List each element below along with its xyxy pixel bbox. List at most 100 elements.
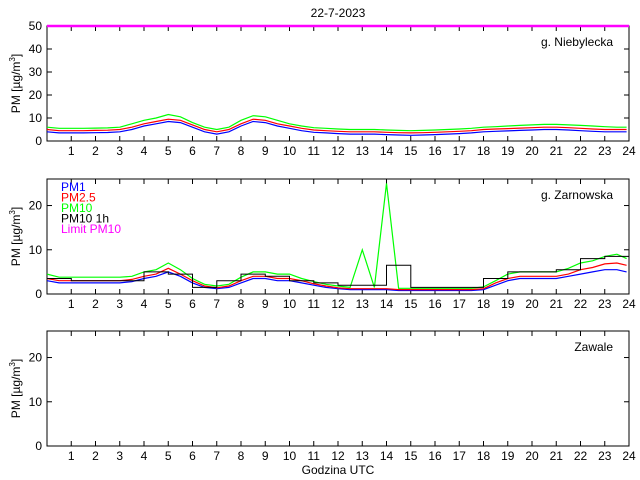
x-tick-label: 4	[141, 144, 148, 158]
legend-entry: PM1	[61, 180, 86, 194]
x-tick-label: 3	[116, 449, 123, 463]
x-tick-label: 17	[453, 144, 467, 158]
y-tick-label: 0	[35, 287, 42, 301]
x-tick-label: 20	[525, 297, 539, 311]
station-name: g. Zarnowska	[541, 188, 613, 202]
station-name: Zawale	[574, 340, 613, 354]
x-tick-label: 2	[92, 144, 99, 158]
x-tick-label: 14	[380, 297, 394, 311]
station-name: g. Niebylecka	[541, 35, 613, 49]
legend-entry: Limit PM10	[61, 222, 121, 236]
y-tick-label: 20	[29, 351, 43, 365]
x-tick-label: 24	[622, 297, 636, 311]
x-tick-label: 3	[116, 297, 123, 311]
x-tick-label: 12	[331, 297, 345, 311]
y-tick-label: 10	[29, 395, 43, 409]
y-tick-label: 30	[29, 65, 43, 79]
x-tick-label: 9	[262, 449, 269, 463]
x-tick-label: 19	[501, 297, 515, 311]
series-line-pm2-5	[47, 118, 627, 134]
x-tick-label: 3	[116, 144, 123, 158]
x-tick-label: 2	[92, 297, 99, 311]
x-axis-label: Godzina UTC	[302, 463, 375, 477]
x-tick-label: 16	[428, 144, 442, 158]
x-tick-label: 7	[213, 297, 220, 311]
x-tick-label: 22	[574, 449, 588, 463]
x-tick-label: 23	[598, 297, 612, 311]
x-tick-label: 8	[238, 449, 245, 463]
series-line-pm1	[47, 120, 627, 136]
x-tick-label: 20	[525, 144, 539, 158]
x-tick-label: 4	[141, 297, 148, 311]
x-tick-label: 12	[331, 449, 345, 463]
legend-entry: PM10 1h	[61, 212, 109, 226]
x-tick-label: 2	[92, 449, 99, 463]
legend-entry: PM10	[61, 201, 93, 215]
x-tick-label: 5	[165, 144, 172, 158]
x-tick-label: 8	[238, 144, 245, 158]
x-tick-label: 7	[213, 144, 220, 158]
y-tick-label: 0	[35, 439, 42, 453]
x-tick-label: 23	[598, 144, 612, 158]
x-tick-label: 1	[68, 449, 75, 463]
y-tick-label: 10	[29, 243, 43, 257]
series-group	[47, 113, 627, 136]
y-axis-label: PM [µg/m3]	[8, 54, 23, 113]
y-axis-label: PM [µg/m3]	[8, 359, 23, 418]
x-tick-label: 18	[477, 144, 491, 158]
x-tick-label: 23	[598, 449, 612, 463]
x-tick-label: 16	[428, 449, 442, 463]
x-tick-label: 9	[262, 144, 269, 158]
x-tick-label: 17	[453, 297, 467, 311]
x-tick-label: 21	[550, 449, 564, 463]
plot-area	[46, 330, 630, 447]
x-tick-label: 10	[283, 449, 297, 463]
x-tick-label: 18	[477, 449, 491, 463]
x-tick-label: 9	[262, 297, 269, 311]
x-tick-label: 15	[404, 144, 418, 158]
legend-entry: PM2.5	[61, 191, 96, 205]
x-tick-label: 13	[356, 449, 370, 463]
y-tick-label: 0	[35, 134, 42, 148]
x-tick-label: 10	[283, 144, 297, 158]
x-tick-label: 7	[213, 449, 220, 463]
x-tick-label: 15	[404, 297, 418, 311]
y-tick-label: 40	[29, 42, 43, 56]
x-tick-label: 5	[165, 297, 172, 311]
series-line-pm10	[47, 113, 627, 132]
x-tick-label: 6	[189, 297, 196, 311]
x-tick-label: 19	[501, 449, 515, 463]
x-tick-label: 5	[165, 449, 172, 463]
x-tick-label: 14	[380, 449, 394, 463]
y-axis-label: PM [µg/m3]	[8, 207, 23, 266]
y-tick-label: 20	[29, 88, 43, 102]
x-tick-label: 4	[141, 449, 148, 463]
series-group	[47, 183, 629, 292]
x-tick-label: 10	[283, 297, 297, 311]
x-tick-label: 24	[622, 144, 636, 158]
x-tick-label: 21	[550, 297, 564, 311]
x-tick-label: 21	[550, 144, 564, 158]
x-tick-label: 16	[428, 297, 442, 311]
y-tick-label: 10	[29, 111, 43, 125]
x-tick-label: 1	[68, 297, 75, 311]
x-tick-label: 14	[380, 144, 394, 158]
x-tick-label: 15	[404, 449, 418, 463]
x-tick-label: 12	[331, 144, 345, 158]
x-tick-label: 1	[68, 144, 75, 158]
x-tick-label: 13	[356, 144, 370, 158]
x-tick-label: 19	[501, 144, 515, 158]
x-tick-label: 11	[308, 449, 321, 463]
x-tick-label: 6	[189, 144, 196, 158]
x-tick-label: 17	[453, 449, 467, 463]
x-tick-label: 11	[308, 297, 321, 311]
x-tick-label: 24	[622, 449, 636, 463]
chart-title: 22-7-2023	[311, 6, 366, 20]
series-line-pm10-1h	[47, 255, 629, 288]
x-tick-label: 6	[189, 449, 196, 463]
x-tick-label: 8	[238, 297, 245, 311]
